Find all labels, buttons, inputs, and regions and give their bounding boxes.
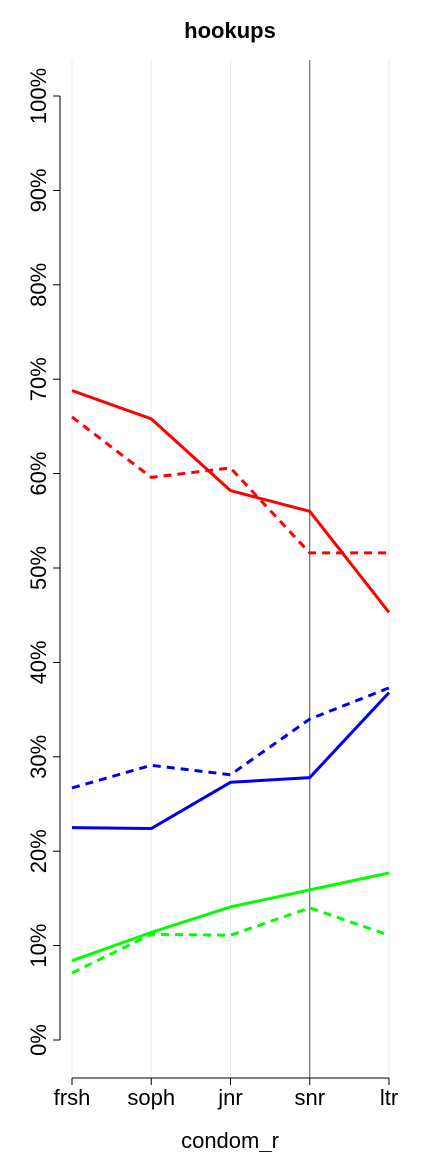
y-tick-label: 90% bbox=[26, 168, 51, 212]
x-tick-label-ltr: ltr bbox=[380, 1085, 398, 1110]
y-tick-label: 50% bbox=[26, 546, 51, 590]
series-line-1 bbox=[71, 415, 389, 555]
series-lines bbox=[71, 389, 391, 975]
chart-title: hookups bbox=[184, 18, 276, 43]
y-tick-label: 60% bbox=[26, 452, 51, 496]
y-tick-label: 80% bbox=[26, 263, 51, 307]
x-tick-label-jnr: jnr bbox=[217, 1085, 242, 1110]
y-tick-label: 40% bbox=[26, 640, 51, 684]
x-axis: frsh soph jnr snr ltr bbox=[54, 1077, 398, 1110]
y-axis: 0% 10% 20% 30% 40% 50% 60% 70% 80% 90% 100% bbox=[26, 68, 61, 1056]
series-line-4 bbox=[71, 871, 390, 963]
series-line-2 bbox=[71, 691, 391, 831]
x-axis-label: condom_r bbox=[181, 1128, 279, 1152]
series-line-0 bbox=[71, 389, 391, 614]
y-tick-label: 100% bbox=[26, 68, 51, 124]
x-tick-label-frsh: frsh bbox=[54, 1085, 91, 1110]
y-tick-label: 10% bbox=[26, 924, 51, 968]
y-tick-label: 0% bbox=[26, 1024, 51, 1056]
x-tick-label-snr: snr bbox=[294, 1085, 325, 1110]
y-tick-label: 30% bbox=[26, 735, 51, 779]
y-tick-label: 20% bbox=[26, 829, 51, 873]
vertical-gridlines bbox=[71, 60, 390, 1078]
series-line-3 bbox=[71, 686, 390, 790]
series-line-5 bbox=[71, 906, 390, 975]
x-tick-label-soph: soph bbox=[127, 1085, 175, 1110]
y-tick-label: 70% bbox=[26, 357, 51, 401]
